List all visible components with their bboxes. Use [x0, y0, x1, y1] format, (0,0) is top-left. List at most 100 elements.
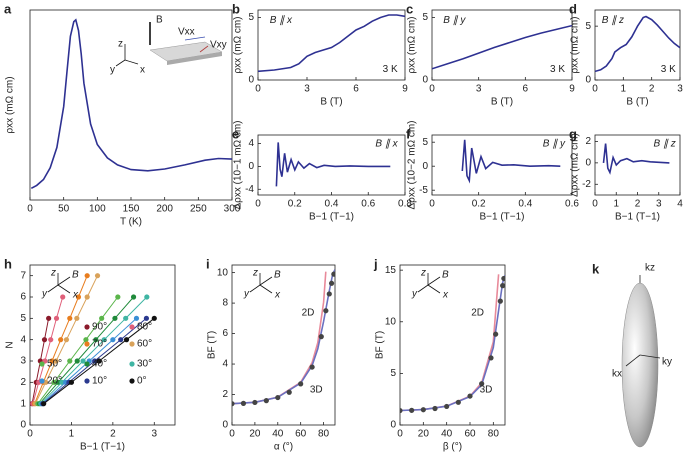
panel: c 0 3 6 9 0 5 B (T) ρxx (mΩ cm) B ∥ y 3 K — [406, 1, 575, 107]
y-tick-label: 5 — [585, 21, 591, 32]
data-point — [444, 403, 450, 410]
data-point — [83, 337, 89, 343]
x-tick-label: 100 — [89, 204, 106, 215]
y-tick-label: -4 — [245, 184, 254, 195]
panel: b 0 3 6 9 0 5 B (T) ρxx (mΩ cm) B ∥ x 3 K — [232, 1, 408, 107]
data-point — [286, 389, 292, 395]
x-tick-label: 3 — [152, 429, 158, 440]
y-tick-label: 0 — [585, 157, 591, 168]
legend-marker — [39, 378, 45, 384]
panel: d 0 1 2 3 0 5 B (T) ρxx (mΩ cm) B ∥ z 3 K — [569, 1, 683, 107]
plot-frame — [29, 9, 233, 201]
y-tick-label: 7 — [20, 270, 26, 281]
inset-label: B — [274, 270, 281, 281]
data-point — [99, 315, 105, 321]
x-arrow — [124, 59, 139, 65]
data-point — [80, 358, 86, 364]
x-tick-label: 20 — [418, 429, 430, 440]
panel-label: k — [592, 261, 600, 276]
x-tick-label: 0 — [229, 429, 235, 440]
data-point — [467, 393, 473, 399]
series-line — [602, 143, 670, 175]
x-tick-label: 0.2 — [288, 199, 302, 210]
x-axis-title: B (T) — [626, 97, 648, 108]
plot-frame — [431, 134, 573, 196]
y-tick-label: 0 — [222, 420, 228, 431]
data-point — [41, 401, 47, 407]
data-point — [67, 315, 73, 321]
panel-label: h — [4, 256, 12, 271]
x-axis-title: α (°) — [274, 442, 293, 453]
triad-axis — [427, 284, 441, 294]
annotation: 3 K — [550, 64, 565, 75]
x-tick-label: 250 — [190, 204, 207, 215]
panel-label: e — [232, 126, 239, 141]
x-tick-label: 0 — [592, 84, 598, 95]
y-tick-label: 6 — [222, 328, 228, 339]
y-tick-label: 0 — [248, 161, 254, 172]
data-point — [67, 358, 73, 364]
y-tick-label: 15 — [385, 265, 397, 276]
annotation: B ∥ x — [375, 139, 398, 150]
y-tick-label: 2 — [222, 389, 228, 400]
x-tick-label: 200 — [156, 204, 173, 215]
axis-label: ky — [662, 357, 672, 368]
data-point — [92, 358, 98, 364]
legend-label: 60° — [137, 339, 152, 350]
ellipsoid-diagram: k kz ky kx — [592, 261, 672, 448]
panel-label: a — [4, 1, 12, 16]
legend-marker — [84, 378, 90, 384]
series-line — [432, 24, 572, 70]
sample-slab-side — [167, 52, 222, 65]
x-tick-label: 0 — [255, 199, 261, 210]
y-tick-label: 4 — [248, 138, 254, 149]
x-tick-label: 20 — [249, 429, 261, 440]
data-point — [84, 294, 90, 300]
inset-label: y — [411, 289, 418, 300]
inset-label: z — [50, 268, 56, 279]
y-arrow — [115, 59, 126, 67]
y-tick-label: 10 — [217, 267, 229, 278]
inset-label: x — [140, 65, 145, 76]
y-axis-title: BF (T) — [207, 331, 218, 359]
data-point — [318, 334, 324, 340]
x-tick-label: 0.4 — [518, 199, 532, 210]
annotation: B ∥ x — [270, 15, 293, 26]
series-group — [595, 15, 680, 73]
data-point — [68, 379, 75, 385]
legend-marker — [129, 341, 135, 347]
plot-frame — [594, 9, 681, 81]
x-axis-title: T (K) — [120, 217, 142, 228]
triad-axis — [259, 276, 273, 286]
inset-label: z — [420, 268, 426, 279]
series-group — [30, 273, 157, 407]
data-point — [331, 271, 335, 277]
x-tick-label: 6 — [523, 84, 529, 95]
legend-label: 0° — [137, 376, 147, 387]
y-tick-label: 4 — [20, 334, 26, 345]
inset-label: Vxx — [178, 27, 195, 38]
inset-label: z — [118, 39, 123, 50]
data-point — [74, 358, 80, 364]
vxy-arrow — [199, 45, 209, 53]
legend-label: 90° — [92, 322, 107, 333]
data-point — [144, 294, 150, 300]
data-point — [328, 280, 335, 286]
ellipsoid — [621, 282, 659, 448]
panel: i 0 20 40 60 80 0 2 4 6 8 10 α (°) BF (T) 2D 3D z By x — [206, 256, 336, 453]
data-point — [123, 315, 129, 321]
y-tick-label: 6 — [20, 292, 26, 303]
x-tick-label: 0 — [27, 204, 33, 215]
x-axis-title: β (°) — [443, 442, 462, 453]
data-point — [409, 407, 415, 413]
x-tick-label: 1 — [621, 84, 627, 95]
y-tick-label: 4 — [222, 359, 228, 370]
x-tick-label: 80 — [318, 429, 330, 440]
data-point — [263, 398, 269, 404]
annotation: B ∥ y — [543, 139, 566, 150]
x-tick-label: 0 — [255, 84, 261, 95]
legend-label: 40° — [92, 359, 107, 370]
inset-label: x — [72, 290, 79, 301]
data-point — [46, 315, 52, 321]
x-tick-label: 0.4 — [325, 199, 339, 210]
